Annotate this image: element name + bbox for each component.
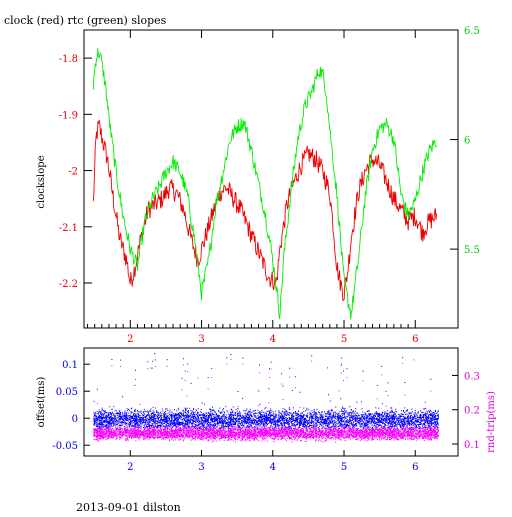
bottom-ytick-left-label: 0 [72,414,78,425]
top-ytick-left-label: -2 [68,167,78,178]
top-xtick-label: 6 [412,334,418,345]
bottom-ytick-left-label: 0.1 [62,360,78,371]
top-ytick-left-label: -2.1 [59,223,78,234]
top-panel: clockslope 2 3 4 5 6 -1.8 -1.9 -2 -2.1 -2.2 6.5 6 5.… [36,26,480,345]
bottom-axes-group: 2 3 4 5 6 0.1 0.05 0 -0.05 0.3 0.2 0.1 [52,360,480,473]
series-line-clock [92,119,438,302]
series-line-rtc [92,48,437,320]
top-xtick-label: 5 [341,334,347,345]
top-series-group [92,48,438,320]
bottom-ylabel-left: offset(ms) [36,377,47,428]
scatter-points-rnd-trip [93,359,439,443]
bottom-ytick-right-label: 0.3 [464,371,480,382]
top-ytick-right-label: 6 [464,136,470,147]
top-ylabel: clockslope [36,155,47,208]
footer-label: 2013-09-01 dilston [76,501,181,512]
top-xtick-label: 2 [127,334,133,345]
bottom-ytick-left-label: 0.05 [56,387,78,398]
top-axes-group: 2 3 4 5 6 -1.8 -1.9 -2 -2.1 -2.2 6.5 6 5.5 [59,26,480,345]
bottom-frame [83,347,459,457]
top-ytick-left-label: -1.8 [59,54,78,65]
top-ytick-right-label: 6.5 [464,26,480,37]
bottom-ylabel-right: rnd-trip(ms) [486,391,497,453]
bottom-xtick-label: 5 [341,462,347,473]
chart-title: clock (red) rtc (green) slopes [4,14,167,27]
bottom-xtick-label: 3 [198,462,204,473]
bottom-ytick-right-label: 0.2 [464,406,480,417]
top-xtick-label: 4 [270,334,276,345]
bottom-ytick-left-label: -0.05 [52,441,78,452]
top-ytick-left-label: -1.9 [59,110,78,121]
top-ytick-right-label: 5.5 [464,245,480,256]
bottom-xtick-label: 2 [127,462,133,473]
bottom-xtick-label: 4 [270,462,276,473]
top-xtick-label: 3 [198,334,204,345]
bottom-ytick-right-label: 0.1 [464,440,480,451]
bottom-scatter-group [93,353,440,443]
top-frame [83,29,459,329]
top-ytick-left-label: -2.2 [59,279,78,290]
bottom-xtick-label: 6 [412,462,418,473]
bottom-panel: offset(ms) rnd-trip(ms) 2 3 4 5 6 0.1 0.05 0 -0.… [36,347,497,473]
scatter-points-offset [93,353,440,435]
